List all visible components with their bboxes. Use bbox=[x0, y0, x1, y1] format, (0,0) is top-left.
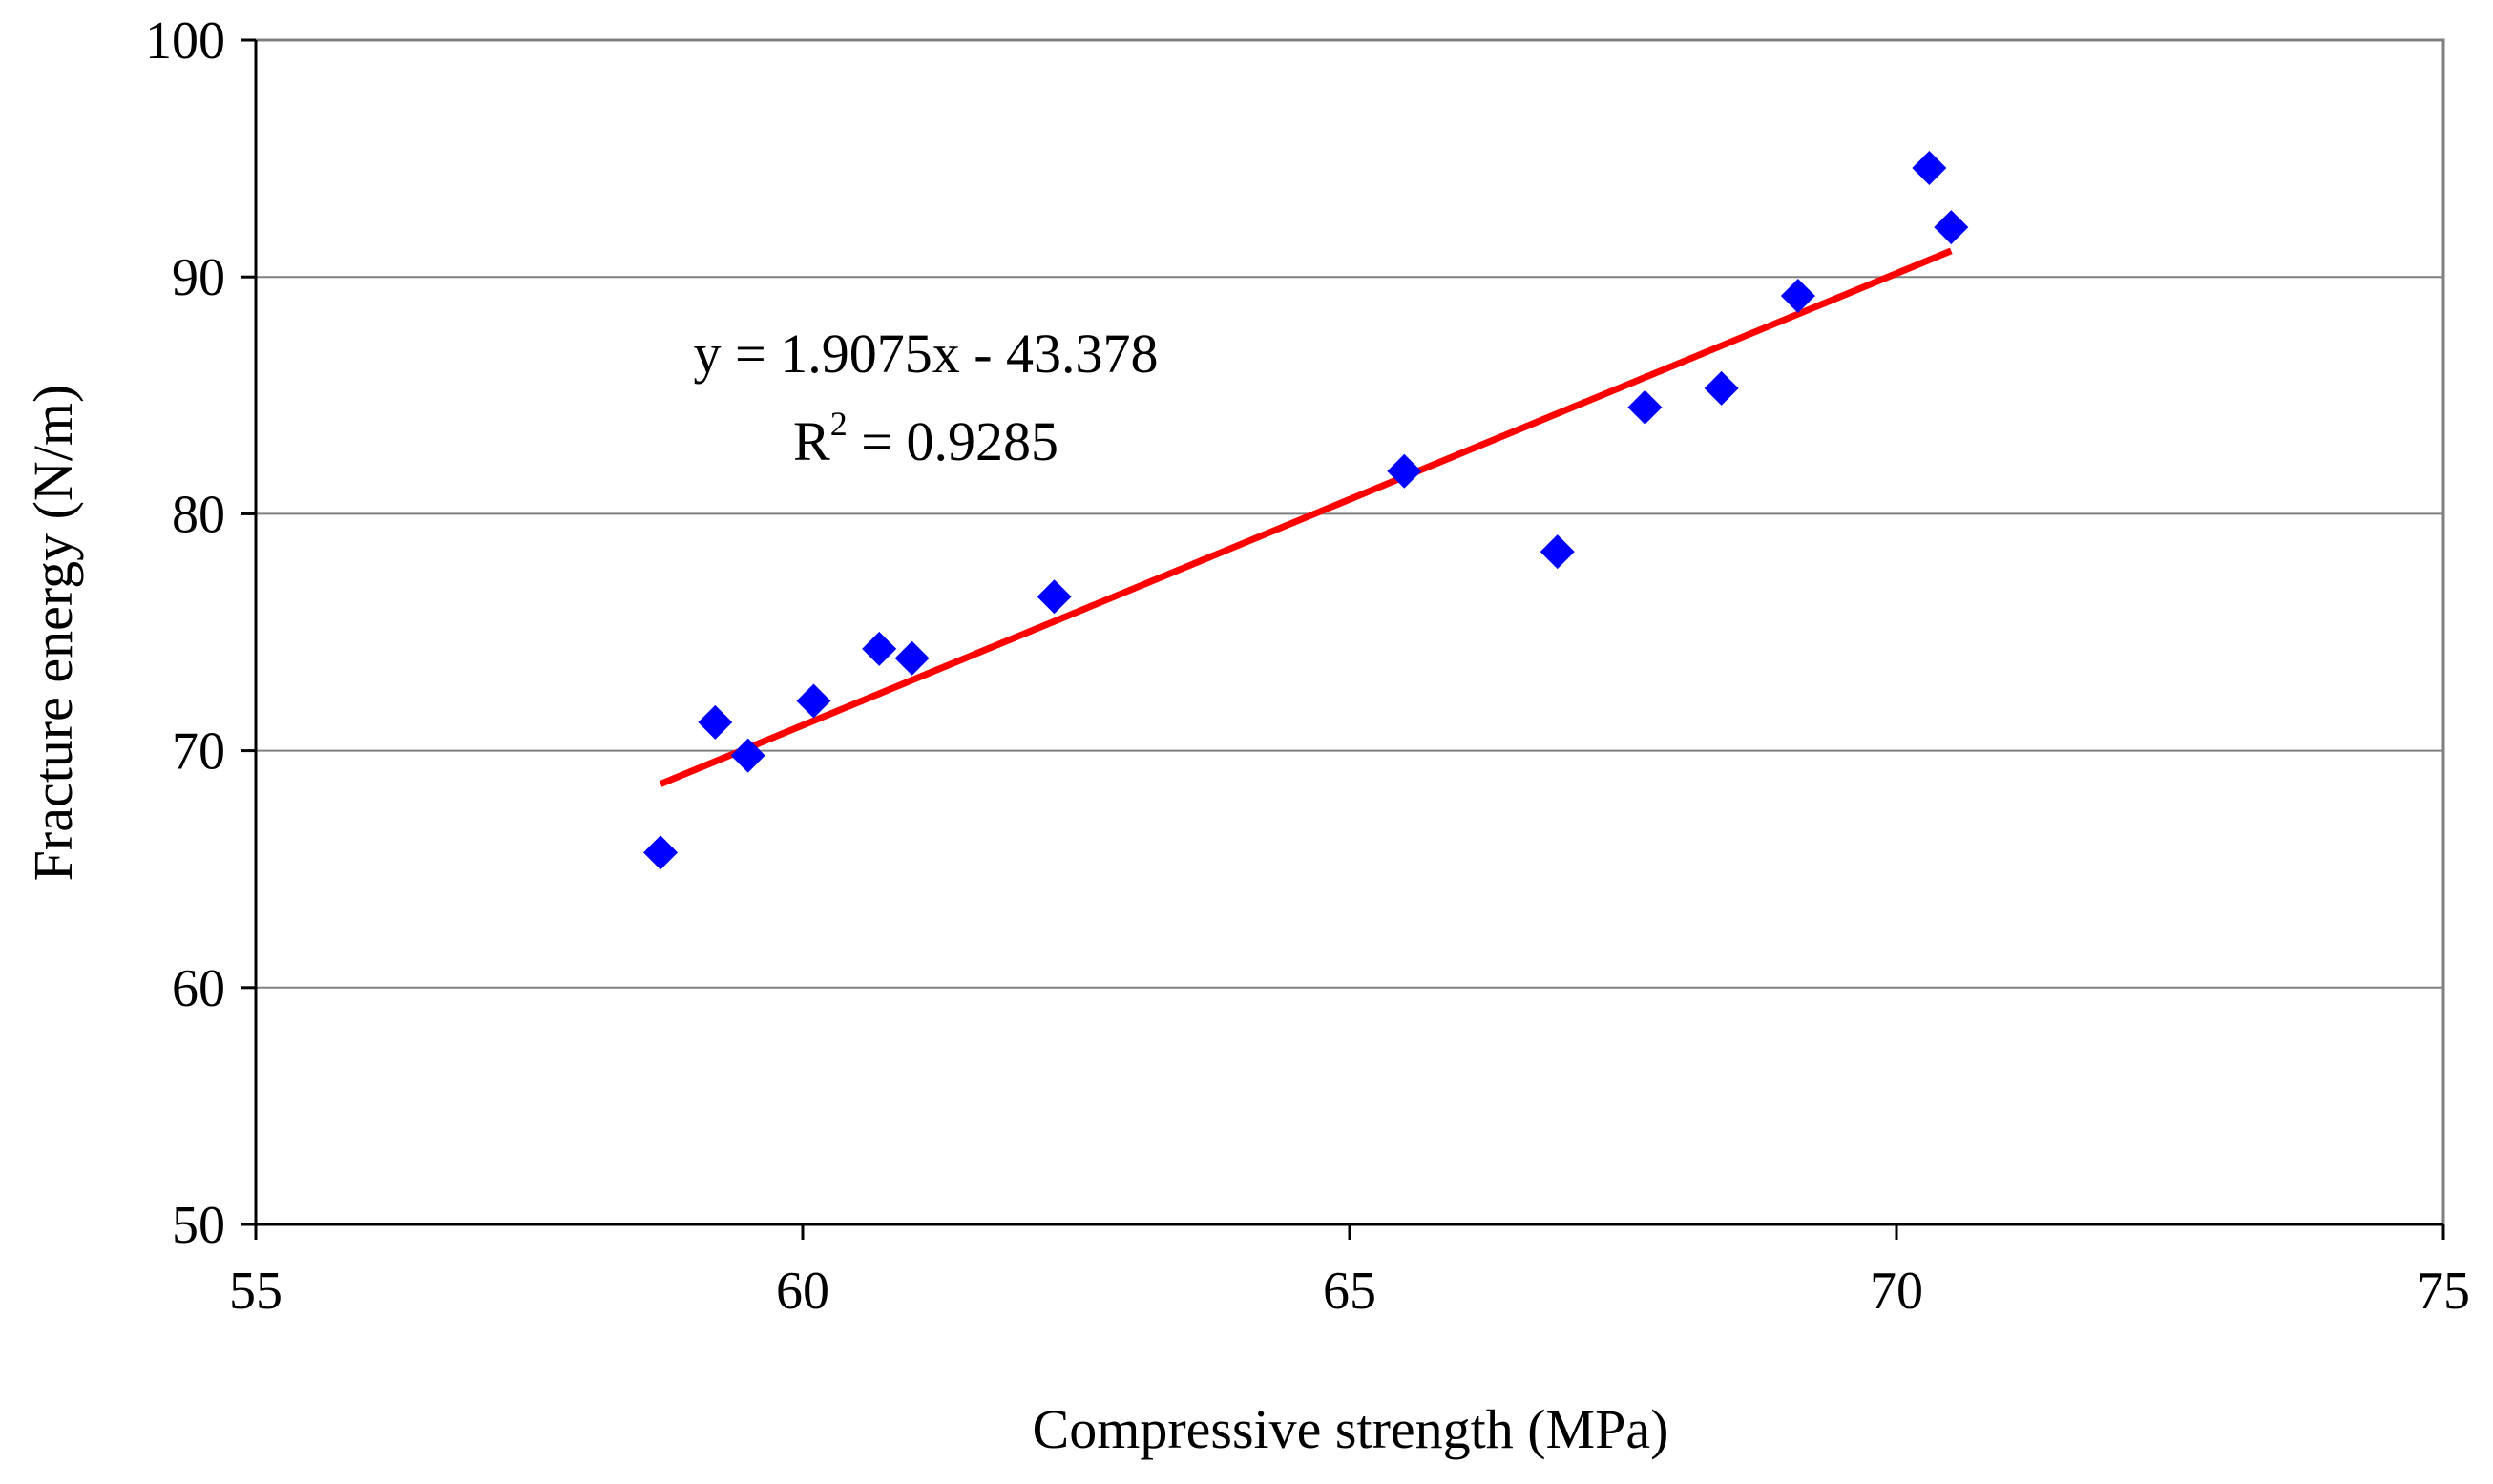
data-point-3 bbox=[730, 738, 765, 773]
r-squared-label: R2 = 0.9285 bbox=[793, 405, 1058, 472]
linear-trendline bbox=[659, 247, 1953, 787]
data-point-9 bbox=[1540, 534, 1575, 570]
y-tick-label-60: 60 bbox=[172, 959, 225, 1018]
trendline-equation: y = 1.9075x - 43.378 bbox=[693, 323, 1158, 385]
data-point-6 bbox=[894, 640, 930, 676]
r-squared-superscript: 2 bbox=[830, 405, 848, 443]
data-point-2 bbox=[698, 704, 733, 740]
y-axis-title: Fracture energy (N/m) bbox=[22, 385, 84, 882]
y-tick-label-70: 70 bbox=[172, 722, 225, 782]
y-tick-label-80: 80 bbox=[172, 485, 225, 544]
data-point-11 bbox=[1704, 370, 1739, 406]
x-tick-label-55: 55 bbox=[229, 1262, 283, 1321]
data-point-5 bbox=[862, 631, 897, 666]
data-point-8 bbox=[1387, 453, 1422, 489]
data-point-14 bbox=[1934, 210, 1969, 245]
x-tick-label-65: 65 bbox=[1323, 1262, 1376, 1321]
axes: 50 60 70 80 90 100 55 60 65 70 75 bbox=[145, 11, 2470, 1321]
r-squared-prefix: R bbox=[793, 410, 830, 472]
data-point-13 bbox=[1912, 151, 1947, 186]
x-tick-label-60: 60 bbox=[776, 1262, 829, 1321]
x-tick-label-70: 70 bbox=[1870, 1262, 1923, 1321]
y-tick-label-100: 100 bbox=[145, 11, 225, 71]
data-point-7 bbox=[1037, 579, 1072, 615]
x-axis-title: Compressive strength (MPa) bbox=[1033, 1398, 1669, 1460]
data-point-1 bbox=[643, 835, 679, 870]
x-tick-label-75: 75 bbox=[2417, 1262, 2470, 1321]
y-tick-label-50: 50 bbox=[172, 1196, 225, 1255]
grid-lines bbox=[256, 276, 2443, 989]
trendline-layer bbox=[659, 247, 1953, 787]
data-point-4 bbox=[796, 683, 831, 719]
data-point-10 bbox=[1627, 389, 1663, 425]
data-point-12 bbox=[1780, 279, 1815, 314]
y-tick-label-90: 90 bbox=[172, 248, 225, 307]
r-squared-value: = 0.9285 bbox=[848, 410, 1058, 472]
data-points bbox=[643, 151, 1969, 870]
